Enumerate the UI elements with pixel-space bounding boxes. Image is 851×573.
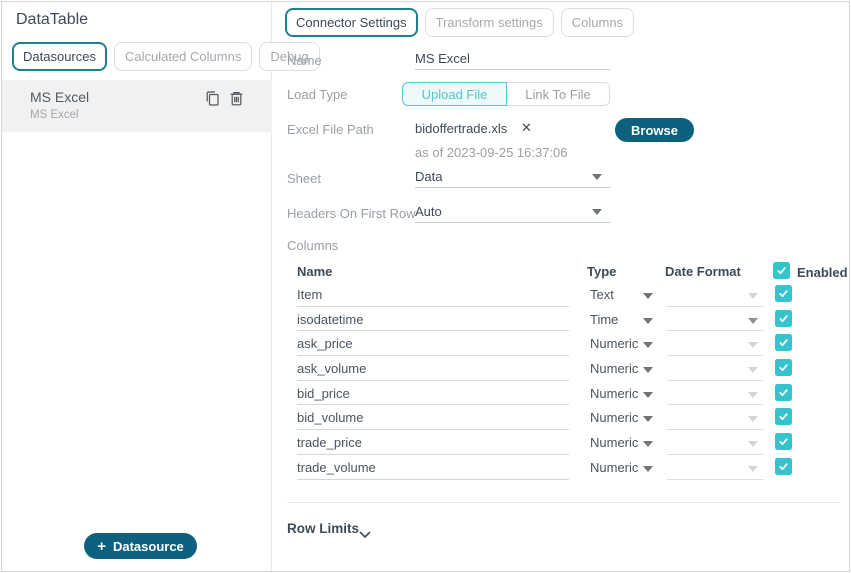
column-row: trade_volume Numeric xyxy=(287,456,847,481)
column-header-enabled: Enabled xyxy=(797,265,848,280)
tab-connector-settings[interactable]: Connector Settings xyxy=(285,8,418,37)
plus-icon: + xyxy=(97,537,106,555)
chevron-down-icon[interactable] xyxy=(643,342,653,349)
left-tab-bar: Datasources Calculated Columns Debug xyxy=(12,42,320,71)
browse-button[interactable]: Browse xyxy=(615,118,694,142)
column-type-dropdown[interactable]: Numeric xyxy=(590,336,639,352)
date-format-dropdown-chevron-icon[interactable] xyxy=(748,293,758,299)
column-row: bid_volume Numeric xyxy=(287,406,847,431)
chevron-down-icon[interactable] xyxy=(643,416,653,423)
datasource-subtitle: MS Excel xyxy=(30,109,79,121)
chevron-down-icon[interactable] xyxy=(592,174,602,180)
column-type-dropdown[interactable]: Numeric xyxy=(590,410,639,426)
enable-all-checkbox[interactable] xyxy=(773,262,790,279)
columns-section-label: Columns xyxy=(287,238,339,253)
column-type-dropdown[interactable]: Text xyxy=(590,287,614,302)
column-row: Item Text xyxy=(287,283,847,308)
file-as-of-timestamp: as of 2023-09-25 16:37:06 xyxy=(415,145,568,160)
column-name-value[interactable]: bid_volume xyxy=(297,410,364,426)
page-title: DataTable xyxy=(16,11,89,28)
column-name-value[interactable]: ask_price xyxy=(297,336,353,352)
column-type-dropdown[interactable]: Time xyxy=(590,311,619,327)
load-type-label: Load Type xyxy=(287,87,348,102)
column-name-value[interactable]: trade_volume xyxy=(297,459,376,475)
column-type-dropdown[interactable]: Numeric xyxy=(590,361,639,377)
column-header-name: Name xyxy=(297,264,333,279)
column-enabled-checkbox[interactable] xyxy=(775,408,792,426)
date-format-dropdown-chevron-icon[interactable] xyxy=(748,465,758,472)
sheet-label: Sheet xyxy=(287,171,321,186)
columns-table-body: Item Text isodatetime Time ask_price Num… xyxy=(287,283,847,481)
chevron-down-icon[interactable] xyxy=(643,317,653,324)
tab-columns[interactable]: Columns xyxy=(560,8,635,37)
column-enabled-checkbox[interactable] xyxy=(775,433,792,451)
date-format-dropdown-chevron-icon[interactable] xyxy=(748,441,758,448)
chevron-down-icon[interactable] xyxy=(359,526,371,544)
column-type-dropdown[interactable]: Numeric xyxy=(590,459,639,475)
column-enabled-checkbox[interactable] xyxy=(775,285,792,302)
column-row: trade_price Numeric xyxy=(287,431,847,456)
date-format-dropdown-chevron-icon[interactable] xyxy=(748,342,758,349)
column-enabled-checkbox[interactable] xyxy=(775,383,792,401)
main-tab-bar: Connector Settings Transform settings Co… xyxy=(285,8,635,37)
add-datasource-button[interactable]: + Datasource xyxy=(84,533,197,559)
column-type-dropdown[interactable]: Numeric xyxy=(590,435,639,451)
column-name-value[interactable]: ask_volume xyxy=(297,361,367,377)
column-row: ask_volume Numeric xyxy=(287,357,847,382)
tab-datasources[interactable]: Datasources xyxy=(12,42,107,71)
column-row: isodatetime Time xyxy=(287,308,847,333)
date-format-dropdown-chevron-icon[interactable] xyxy=(748,391,758,398)
close-icon[interactable]: ✕ xyxy=(521,120,532,135)
chevron-down-icon[interactable] xyxy=(643,441,653,448)
column-name-value[interactable]: isodatetime xyxy=(297,311,364,327)
tab-transform-settings[interactable]: Transform settings xyxy=(424,8,554,37)
link-to-file-option[interactable]: Link To File xyxy=(507,82,610,106)
sheet-dropdown[interactable]: Data xyxy=(415,169,443,184)
column-enabled-checkbox[interactable] xyxy=(775,334,792,352)
column-row: ask_price Numeric xyxy=(287,332,847,357)
column-header-type: Type xyxy=(587,264,617,279)
chevron-down-icon[interactable] xyxy=(643,293,653,299)
column-name-value[interactable]: trade_price xyxy=(297,435,363,451)
chevron-down-icon[interactable] xyxy=(643,465,653,472)
load-type-segmented-control: Upload File Link To File xyxy=(402,82,610,106)
row-limits-toggle[interactable]: Row Limits xyxy=(287,521,360,536)
name-field-label: Name xyxy=(287,53,322,68)
trash-icon[interactable] xyxy=(228,90,245,107)
column-header-date-format: Date Format xyxy=(665,264,741,279)
datasource-title: MS Excel xyxy=(30,89,90,105)
date-format-dropdown-chevron-icon[interactable] xyxy=(748,317,758,324)
column-name-value[interactable]: Item xyxy=(297,287,323,302)
upload-file-option[interactable]: Upload File xyxy=(402,82,507,106)
column-row: bid_price Numeric xyxy=(287,382,847,407)
copy-icon[interactable] xyxy=(204,90,221,107)
headers-on-first-row-dropdown[interactable]: Auto xyxy=(415,204,442,219)
column-type-dropdown[interactable]: Numeric xyxy=(590,385,639,401)
date-format-dropdown-chevron-icon[interactable] xyxy=(748,416,758,423)
column-enabled-checkbox[interactable] xyxy=(775,457,792,475)
excel-file-path-label: Excel File Path xyxy=(287,122,374,137)
excel-file-name: bidoffertrade.xls xyxy=(415,121,508,136)
column-enabled-checkbox[interactable] xyxy=(775,359,792,377)
tab-calculated-columns[interactable]: Calculated Columns xyxy=(113,42,253,71)
chevron-down-icon[interactable] xyxy=(643,391,653,398)
date-format-dropdown-chevron-icon[interactable] xyxy=(748,367,758,374)
tab-debug[interactable]: Debug xyxy=(259,42,320,71)
column-name-value[interactable]: bid_price xyxy=(297,385,350,401)
datasources-panel: DataTable Datasources Calculated Columns… xyxy=(2,2,320,571)
headers-on-first-row-label: Headers On First Row xyxy=(287,206,416,221)
datasource-list-item[interactable]: MS Excel MS Excel xyxy=(2,80,272,132)
chevron-down-icon[interactable] xyxy=(643,367,653,374)
column-enabled-checkbox[interactable] xyxy=(775,309,792,327)
name-input[interactable]: MS Excel xyxy=(415,51,470,66)
add-datasource-label: Datasource xyxy=(112,538,184,554)
chevron-down-icon[interactable] xyxy=(592,209,602,215)
